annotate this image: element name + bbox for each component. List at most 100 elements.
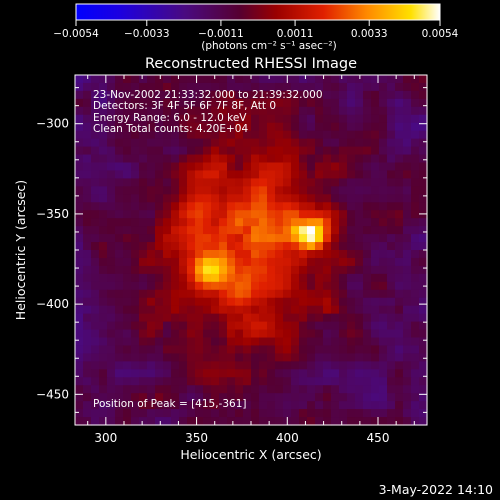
heatmap-cell: [315, 281, 324, 291]
heatmap-cell: [107, 210, 116, 219]
heatmap-cell: [99, 122, 108, 132]
heatmap-cell: [307, 313, 316, 323]
heatmap-cell: [179, 297, 188, 307]
heatmap-cell: [83, 186, 92, 195]
heatmap-cell: [323, 337, 332, 347]
heatmap-cell: [339, 154, 348, 164]
heatmap-cell: [275, 361, 284, 370]
heatmap-cell: [115, 242, 124, 251]
heatmap-cell: [403, 98, 412, 108]
heatmap-cell: [99, 114, 108, 124]
heatmap-cell: [283, 401, 292, 410]
heatmap-cell: [347, 313, 356, 323]
heatmap-cell: [139, 106, 148, 116]
heatmap-cell: [83, 250, 92, 259]
heatmap-cell: [203, 130, 212, 140]
heatmap-cell: [147, 345, 156, 354]
heatmap-cell: [379, 218, 388, 227]
heatmap-cell: [371, 154, 380, 164]
heatmap-cell: [267, 409, 276, 418]
heatmap-cell: [299, 186, 308, 195]
heatmap-cell: [347, 98, 356, 108]
heatmap-cell: [75, 337, 84, 347]
heatmap-cell: [179, 361, 188, 370]
heatmap-cell: [219, 369, 228, 378]
heatmap-cell: [187, 98, 196, 108]
heatmap-cell: [315, 273, 324, 283]
heatmap-cell: [363, 130, 372, 140]
heatmap-cell: [307, 114, 316, 124]
heatmap-cell: [115, 409, 124, 418]
heatmap-cell: [139, 242, 148, 251]
heatmap-cell: [147, 170, 156, 179]
heatmap-cell: [419, 417, 428, 426]
heatmap-cell: [355, 321, 364, 331]
heatmap-cell: [315, 210, 324, 219]
heatmap-cell: [419, 265, 428, 275]
heatmap-cell: [187, 162, 196, 172]
colorbar-tick-label: 0.0033: [351, 28, 388, 40]
heatmap-cell: [179, 305, 188, 315]
heatmap-cell: [411, 353, 420, 362]
heatmap-cell: [171, 313, 180, 323]
heatmap-cell: [291, 122, 300, 132]
colorbar-tick-label: −0.0033: [124, 28, 170, 40]
heatmap-cell: [395, 281, 404, 291]
heatmap-cell: [331, 122, 340, 132]
heatmap-cell: [363, 353, 372, 362]
heatmap-cell: [147, 353, 156, 362]
heatmap-cell: [267, 377, 276, 386]
heatmap-cell: [363, 250, 372, 259]
heatmap-cell: [123, 393, 132, 402]
heatmap-cell: [187, 321, 196, 331]
heatmap-cell: [403, 82, 412, 92]
heatmap-cell: [131, 218, 140, 227]
heatmap-cell: [243, 122, 252, 132]
heatmap-cell: [371, 170, 380, 179]
heatmap-cell: [115, 345, 124, 354]
heatmap-cell: [307, 154, 316, 164]
heatmap-cell: [155, 75, 164, 84]
heatmap-cell: [123, 162, 132, 172]
heatmap-cell: [379, 313, 388, 323]
heatmap-cell: [99, 321, 108, 331]
heatmap-cell: [179, 345, 188, 354]
heatmap-cell: [203, 265, 212, 275]
heatmap-cell: [131, 90, 140, 100]
heatmap-cell: [75, 146, 84, 156]
heatmap-cell: [203, 305, 212, 315]
heatmap-cell: [331, 361, 340, 370]
heatmap-cell: [123, 305, 132, 315]
heatmap-cell: [275, 178, 284, 187]
heatmap-cell: [371, 250, 380, 259]
heatmap-cell: [139, 154, 148, 164]
x-axis-label: Heliocentric X (arcsec): [180, 447, 321, 462]
heatmap-cell: [299, 130, 308, 140]
heatmap-cell: [259, 82, 268, 92]
heatmap-cell: [75, 98, 84, 108]
heatmap-cell: [123, 178, 132, 187]
heatmap-cell: [243, 82, 252, 92]
heatmap-cell: [123, 186, 132, 195]
heatmap-cell: [243, 162, 252, 172]
heatmap-cell: [331, 146, 340, 156]
heatmap-cell: [331, 353, 340, 362]
heatmap-cell: [163, 146, 172, 156]
heatmap-cell: [267, 337, 276, 347]
heatmap-cell: [347, 202, 356, 211]
heatmap-cell: [403, 321, 412, 331]
heatmap-cell: [419, 393, 428, 402]
heatmap-cell: [283, 273, 292, 283]
heatmap-cell: [355, 106, 364, 116]
heatmap-cell: [307, 385, 316, 394]
heatmap-cell: [283, 226, 292, 235]
heatmap-cell: [299, 202, 308, 211]
heatmap-cell: [363, 377, 372, 386]
heatmap-cell: [195, 98, 204, 108]
heatmap-cell: [211, 186, 220, 195]
heatmap-cell: [107, 377, 116, 386]
heatmap-cell: [123, 250, 132, 259]
heatmap-cell: [307, 257, 316, 267]
heatmap-cell: [131, 329, 140, 339]
heatmap-cell: [403, 417, 412, 426]
